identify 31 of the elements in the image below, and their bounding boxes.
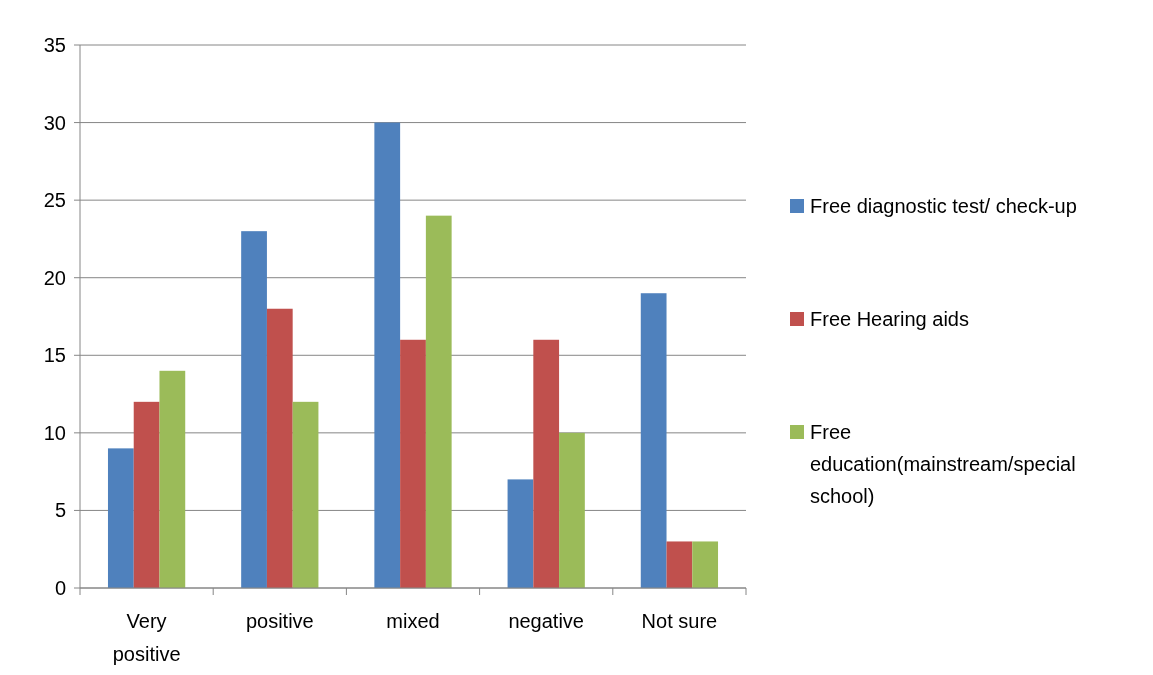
bar bbox=[107, 448, 134, 588]
y-tick-label: 25 bbox=[43, 189, 66, 212]
x-tick-label: negative bbox=[508, 610, 585, 632]
legend-label: Free Hearing aids bbox=[810, 308, 969, 330]
bar bbox=[640, 293, 667, 588]
bar bbox=[425, 215, 452, 588]
bar bbox=[159, 370, 186, 588]
legend-label: Free diagnostic test/ check-up bbox=[810, 195, 1077, 217]
y-tick-label: 10 bbox=[43, 421, 66, 444]
bar bbox=[533, 339, 560, 588]
legend-label: Free education(mainstream/special school) bbox=[810, 421, 1076, 507]
x-tick-label: mixed bbox=[386, 610, 440, 632]
bar bbox=[400, 339, 426, 588]
y-tick-label: 0 bbox=[54, 577, 66, 599]
y-tick-label: 5 bbox=[54, 499, 66, 522]
bar bbox=[692, 541, 719, 588]
x-tick-label: Very positive bbox=[112, 610, 181, 665]
bar bbox=[266, 308, 293, 588]
bar bbox=[666, 541, 693, 588]
y-tick-label: 15 bbox=[43, 344, 66, 367]
bar bbox=[559, 432, 585, 588]
bar bbox=[292, 401, 319, 588]
bar bbox=[507, 479, 534, 588]
x-tick-label: Not sure bbox=[641, 610, 718, 632]
bar bbox=[133, 401, 160, 588]
y-tick-label: 20 bbox=[43, 266, 66, 289]
y-tick-label: 35 bbox=[43, 34, 66, 56]
bar bbox=[374, 122, 401, 588]
bar bbox=[241, 231, 267, 588]
y-tick-label: 30 bbox=[43, 111, 66, 134]
x-tick-label: positive bbox=[245, 610, 314, 632]
